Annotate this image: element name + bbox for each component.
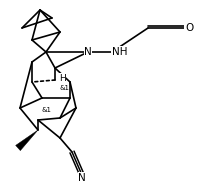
Text: O: O [185, 23, 193, 33]
Text: N: N [84, 47, 92, 57]
Text: &1: &1 [42, 107, 52, 113]
Polygon shape [16, 130, 38, 151]
Text: N: N [78, 173, 86, 183]
Text: &1: &1 [60, 85, 70, 91]
Text: NH: NH [112, 47, 128, 57]
Text: H: H [59, 74, 65, 83]
